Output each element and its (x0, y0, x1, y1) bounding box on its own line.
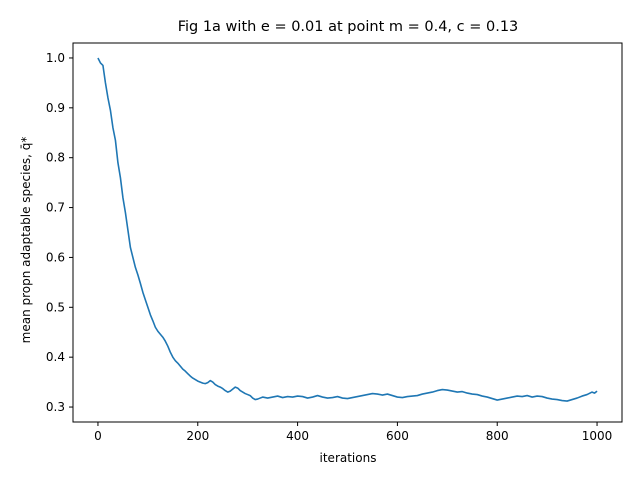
y-axis-label: mean propn adaptable species, q̄* (19, 137, 33, 344)
plot-frame (72, 42, 623, 423)
series-line-0 (97, 57, 598, 402)
x-tick-label: 1000 (582, 429, 613, 443)
y-tick-label: 0.7 (46, 201, 65, 215)
x-tick-label: 800 (486, 429, 509, 443)
chart-title: Fig 1a with e = 0.01 at point m = 0.4, c… (178, 19, 519, 35)
y-tick-label: 0.8 (46, 151, 65, 165)
y-tick-label: 0.4 (46, 350, 65, 364)
y-tick-label: 0.3 (46, 400, 65, 414)
y-tick-label: 0.9 (46, 101, 65, 115)
y-tick-label: 1.0 (46, 51, 65, 65)
x-tick-label: 200 (186, 429, 209, 443)
x-axis-label: iterations (320, 451, 377, 465)
y-axis: 0.3 0.4 0.5 0.6 0.7 0.8 0.9 1.0 (46, 51, 73, 414)
y-tick-label: 0.5 (46, 300, 65, 314)
y-tick-label: 0.6 (46, 250, 65, 264)
plot-area (72, 42, 623, 423)
x-tick-label: 0 (94, 429, 102, 443)
x-axis: 0 200 400 600 800 1000 (94, 422, 612, 443)
x-tick-label: 600 (386, 429, 409, 443)
x-tick-label: 400 (286, 429, 309, 443)
